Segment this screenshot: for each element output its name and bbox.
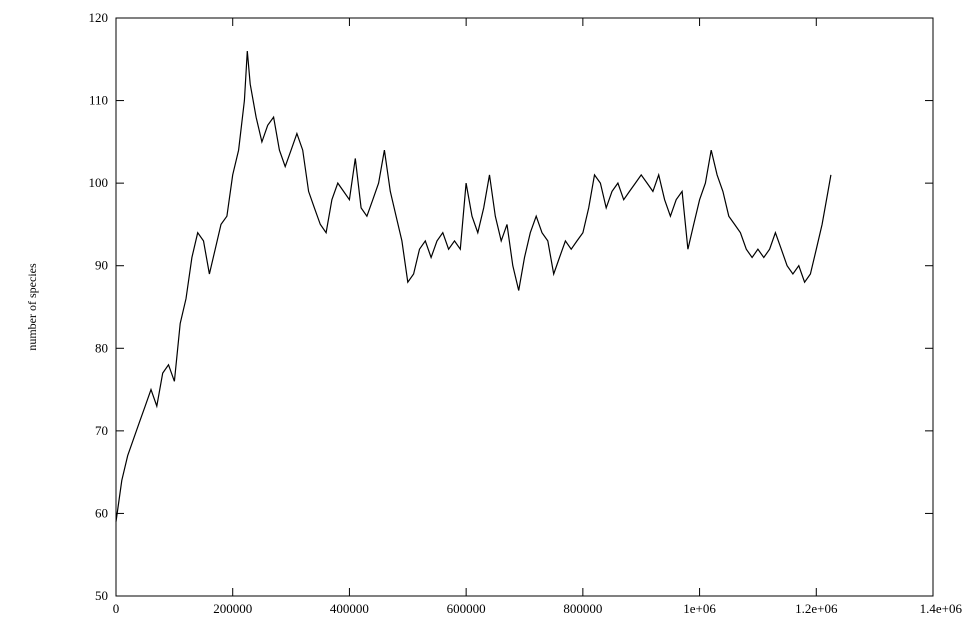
y-tick-label: 50	[95, 588, 108, 603]
x-axis-ticks: 0 200000 400000 600000 800000 1e+06 1.2e+06 1.4…	[113, 18, 963, 616]
x-tick-label: 1.4e+06	[920, 601, 963, 616]
x-tick-label: 200000	[213, 601, 252, 616]
plot-frame	[115, 17, 934, 597]
x-tick-label: 800000	[563, 601, 602, 616]
y-axis-ticks: 50 60 70 80 90 100 110 120	[89, 10, 933, 603]
x-tick-label: 1e+06	[683, 601, 716, 616]
species-count-line	[115, 50, 832, 522]
x-tick-label: 1.2e+06	[795, 601, 838, 616]
y-tick-label: 110	[89, 93, 108, 108]
y-tick-label: 60	[95, 505, 108, 520]
y-tick-label: 70	[95, 423, 108, 438]
x-tick-label: 0	[113, 601, 120, 616]
y-axis-title: number of species	[25, 263, 39, 351]
y-tick-label: 80	[95, 340, 108, 355]
x-tick-label: 400000	[330, 601, 369, 616]
y-tick-label: 120	[89, 10, 109, 25]
y-tick-label: 100	[89, 175, 109, 190]
x-tick-label: 600000	[447, 601, 486, 616]
y-tick-label: 90	[95, 258, 108, 273]
